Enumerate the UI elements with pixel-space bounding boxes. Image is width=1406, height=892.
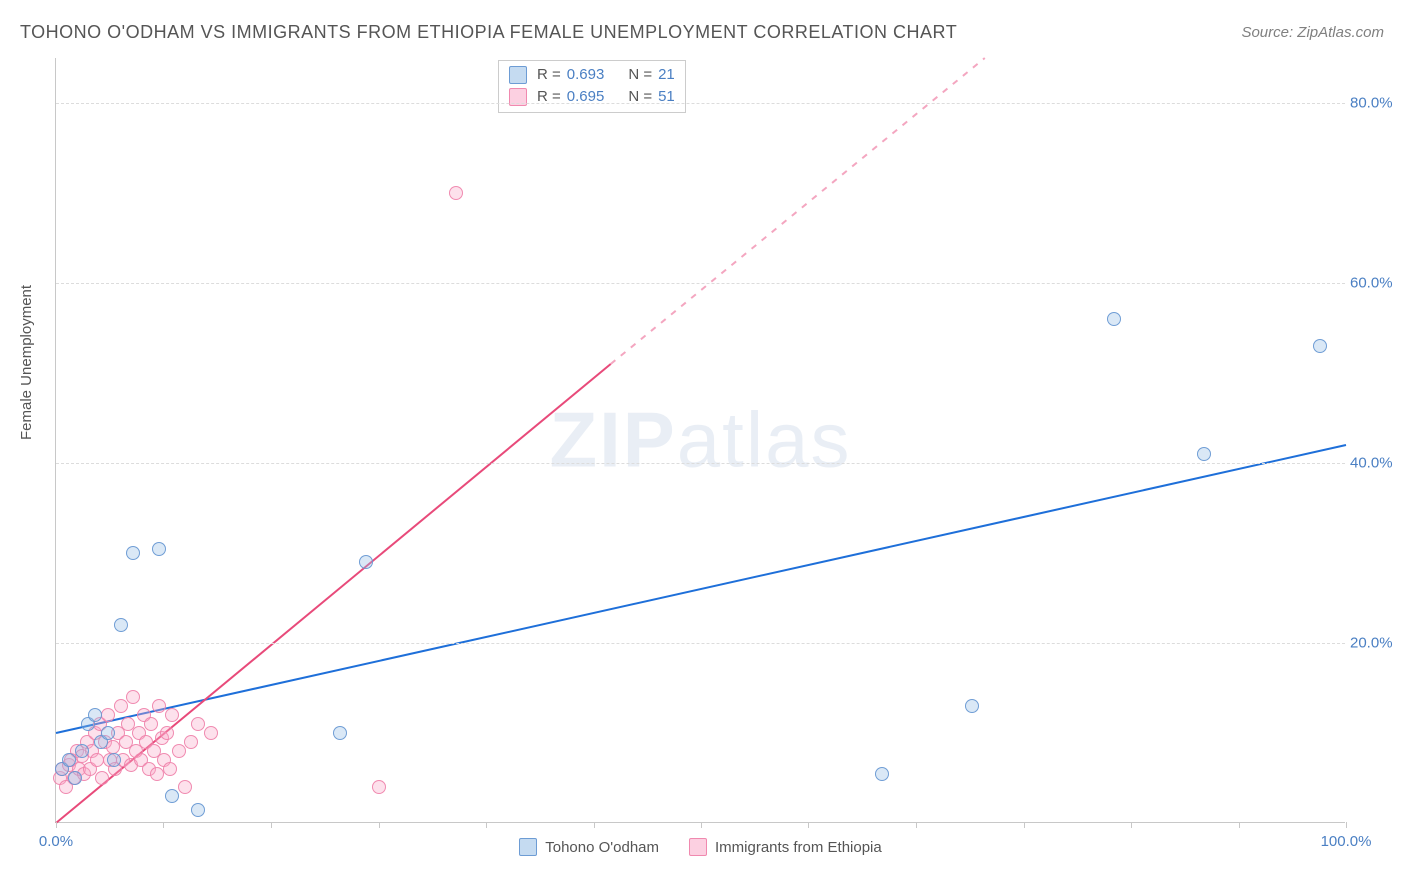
data-point — [165, 789, 179, 803]
legend-chip-series2 — [689, 838, 707, 856]
data-point — [165, 708, 179, 722]
scatter-plot: ZIPatlas R = 0.693 N = 21 R = 0.695 N = … — [55, 58, 1345, 823]
xtick — [1239, 822, 1240, 828]
xtick — [808, 822, 809, 828]
data-point — [95, 771, 109, 785]
data-point — [114, 618, 128, 632]
legend-item-series2: Immigrants from Ethiopia — [689, 838, 882, 856]
xtick-label-max: 100.0% — [1321, 833, 1372, 850]
data-point — [965, 699, 979, 713]
r-value-series1: 0.693 — [567, 64, 605, 86]
legend-label-series2: Immigrants from Ethiopia — [715, 839, 882, 856]
gridline — [56, 463, 1345, 464]
data-point — [152, 542, 166, 556]
xtick — [56, 822, 57, 828]
data-point — [114, 699, 128, 713]
xtick — [271, 822, 272, 828]
chart-title: TOHONO O'ODHAM VS IMMIGRANTS FROM ETHIOP… — [20, 22, 957, 43]
bottom-legend: Tohono O'odham Immigrants from Ethiopia — [56, 838, 1345, 856]
r-label: R = — [537, 86, 561, 108]
data-point — [126, 690, 140, 704]
n-value-series1: 21 — [658, 64, 675, 86]
legend-item-series1: Tohono O'odham — [519, 838, 659, 856]
trend-lines-layer — [56, 58, 1345, 822]
data-point — [144, 717, 158, 731]
ytick-label: 80.0% — [1350, 95, 1405, 112]
watermark-bold: ZIP — [549, 396, 676, 484]
ytick-label: 40.0% — [1350, 455, 1405, 472]
data-point — [160, 726, 174, 740]
data-point — [163, 762, 177, 776]
data-point — [875, 767, 889, 781]
legend-chip-series1 — [519, 838, 537, 856]
data-point — [101, 726, 115, 740]
data-point — [150, 767, 164, 781]
r-label: R = — [537, 64, 561, 86]
xtick — [1131, 822, 1132, 828]
xtick — [916, 822, 917, 828]
data-point — [107, 753, 121, 767]
xtick — [379, 822, 380, 828]
data-point — [1313, 339, 1327, 353]
gridline — [56, 643, 1345, 644]
source-label: Source: ZipAtlas.com — [1241, 24, 1384, 41]
data-point — [449, 186, 463, 200]
data-point — [126, 546, 140, 560]
xtick-label-min: 0.0% — [39, 833, 73, 850]
data-point — [191, 717, 205, 731]
xtick — [486, 822, 487, 828]
legend-chip-series1 — [509, 66, 527, 84]
n-label: N = — [628, 64, 652, 86]
data-point — [204, 726, 218, 740]
data-point — [88, 708, 102, 722]
data-point — [333, 726, 347, 740]
data-point — [90, 753, 104, 767]
xtick — [1024, 822, 1025, 828]
watermark: ZIPatlas — [549, 395, 851, 486]
data-point — [178, 780, 192, 794]
data-point — [172, 744, 186, 758]
data-point — [152, 699, 166, 713]
xtick — [1346, 822, 1347, 828]
trend-line — [56, 445, 1346, 733]
n-label: N = — [628, 86, 652, 108]
data-point — [184, 735, 198, 749]
xtick — [701, 822, 702, 828]
stat-legend-row-2: R = 0.695 N = 51 — [509, 86, 675, 108]
stat-legend-row-1: R = 0.693 N = 21 — [509, 64, 675, 86]
data-point — [1107, 312, 1121, 326]
data-point — [68, 771, 82, 785]
xtick — [594, 822, 595, 828]
ytick-label: 60.0% — [1350, 275, 1405, 292]
data-point — [1197, 447, 1211, 461]
gridline — [56, 283, 1345, 284]
gridline — [56, 103, 1345, 104]
data-point — [372, 780, 386, 794]
r-value-series2: 0.695 — [567, 86, 605, 108]
data-point — [359, 555, 373, 569]
data-point — [75, 744, 89, 758]
data-point — [191, 803, 205, 817]
data-point — [101, 708, 115, 722]
legend-label-series1: Tohono O'odham — [545, 839, 659, 856]
stat-legend: R = 0.693 N = 21 R = 0.695 N = 51 — [498, 60, 686, 113]
data-point — [62, 753, 76, 767]
y-axis-label: Female Unemployment — [18, 285, 35, 440]
xtick — [163, 822, 164, 828]
n-value-series2: 51 — [658, 86, 675, 108]
ytick-label: 20.0% — [1350, 635, 1405, 652]
watermark-rest: atlas — [677, 396, 852, 484]
